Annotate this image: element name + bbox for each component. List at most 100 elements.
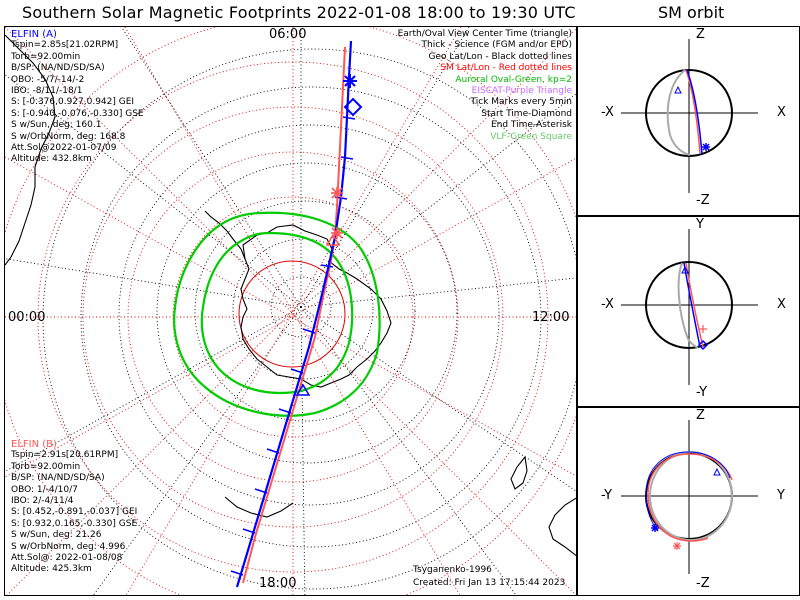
australia-coastline <box>548 497 576 557</box>
elfin-a-name: ELFIN (A) <box>11 29 57 40</box>
sm-orbit-panel-yz: Z -Z -Y Y <box>577 407 800 596</box>
elfin-b-line: S: [0.452,-0.891,-0.037] GEI <box>11 507 138 518</box>
view-center-triangle <box>674 85 682 94</box>
geo-lat-circle <box>232 238 374 380</box>
geo-lon-line <box>5 258 302 308</box>
elfin-b-end-asterisk <box>331 187 343 199</box>
legend-item: VLF-Green Square <box>490 131 572 142</box>
elfin-a-line: S: [-0.376,0.927,0.942] GEI <box>11 97 135 108</box>
elfin-a-line: S w/Sun, deg: 160.1 <box>11 120 102 131</box>
geo-lon-line <box>5 306 302 472</box>
geo-lon-line <box>300 93 576 308</box>
sm-orbit-panel-xz: Z -Z -X X <box>577 26 800 216</box>
elfin-b-orbit <box>685 69 701 154</box>
elfin-a-line: OBO: -5/7/-14/-2 <box>11 74 85 85</box>
elfin-a-tickmarks <box>230 116 356 576</box>
antarctic-peninsula <box>204 210 246 260</box>
geo-lat-circle <box>118 124 500 506</box>
elfin-a-line: Tspin=2.85s[21.02RPM] <box>11 40 119 51</box>
clock-label-00: 00:00 <box>8 310 46 325</box>
polar-map-svg <box>5 27 576 595</box>
elfin-a-line: B/SP: (NA/ND/SD/SA) <box>11 63 105 74</box>
axis-label-top: Z <box>696 408 705 423</box>
geo-lon-line <box>300 306 517 595</box>
axis-label-bottom: -Z <box>696 576 710 591</box>
legend-item: Auroral Oval-Green, kp=2 <box>455 74 572 85</box>
elfin-b-line: Tspin=2.91s[20.61RPM] <box>11 450 119 461</box>
elfin-b-view-center-triangle <box>325 233 341 246</box>
model-label: Tsyganenko-1996 <box>413 565 492 575</box>
elfin-b-track <box>242 46 346 584</box>
geo-lon-line <box>300 306 576 492</box>
sm-orbit-path-gray <box>666 69 691 156</box>
axis-label-top: Y <box>696 217 704 232</box>
sm-lat-circle <box>172 196 414 438</box>
elfin-a-orbit <box>683 262 701 348</box>
elfin-b-info: ELFIN (B) Tspin=2.91s[20.61RPM] Torb=92.… <box>11 439 137 576</box>
elfin-b-orbit <box>647 453 733 542</box>
geo-lat-circle <box>42 48 576 590</box>
elfin-b-line: OBO: 1/-4/10/7 <box>11 484 78 495</box>
clock-label-12: 12:00 <box>532 310 570 325</box>
elfin-a-orbit <box>686 69 703 155</box>
sm-panel-svg <box>621 39 758 193</box>
sm-grid <box>5 27 576 595</box>
axis-label-left: -X <box>601 105 614 120</box>
elfin-b-line: S w/Sun, deg: 21.26 <box>11 530 102 541</box>
clock-label-06: 06:00 <box>269 27 307 42</box>
elfin-b-orbit <box>685 262 704 348</box>
polar-footprint-map: 06:00 00:00 12:00 18:00 ELFIN (A) Tspin=… <box>4 26 577 596</box>
axis-label-top: Z <box>696 27 705 42</box>
geo-lat-circle <box>194 200 416 422</box>
elfin-a-info: ELFIN (A) Tspin=2.85s[21.02RPM] Torb=92.… <box>11 29 144 166</box>
earth-circle <box>645 261 733 349</box>
elfin-b-line: S: [0.932,0.165,-0.330] GSE <box>11 518 138 529</box>
view-center-triangle <box>681 265 689 274</box>
legend-item: Earth/Oval View Center Time (triangle) <box>397 29 572 39</box>
elfin-a-line: Torb=92.00min <box>11 51 81 62</box>
geo-lon-line <box>93 306 302 595</box>
axis-label-right: X <box>777 105 786 120</box>
view-center-triangle <box>713 467 721 476</box>
elfin-a-track <box>235 40 353 588</box>
sm-panel-svg <box>621 420 758 574</box>
plot-title: Southern Solar Magnetic Footprints 2022-… <box>22 3 576 22</box>
elfin-b-line: IBO: 2/-4/11/4 <box>11 496 74 507</box>
axis-label-right: X <box>777 297 786 312</box>
sm-inner-circle <box>238 260 346 368</box>
elfin-a-orbit <box>645 451 731 531</box>
end-asterisk <box>673 542 681 550</box>
south-america-coastline <box>5 34 56 266</box>
sm-panel-svg <box>621 229 758 385</box>
clock-label-18: 18:00 <box>259 576 297 591</box>
end-asterisk <box>699 325 707 333</box>
geo-lon-line <box>300 306 306 595</box>
elfin-a-view-center-triangle <box>295 383 311 396</box>
created-label: Created: Fri Jan 13 17:15:44 2023 <box>413 578 566 588</box>
geo-lon-line <box>300 277 576 308</box>
elfin-b-start-asterisk <box>331 227 343 239</box>
elfin-a-start-diamond <box>343 97 363 117</box>
legend-item: Thick - Science (FGM and/or EPD) <box>421 40 572 51</box>
elfin-a-line: IBO: -8/11/-18/1 <box>11 86 83 97</box>
elfin-b-line: Att.Sol@: 2022-01-08/08 <box>11 553 123 564</box>
sm-orbit-path-gray <box>677 262 699 349</box>
axis-label-right: Y <box>777 488 785 503</box>
legend-item: Start Time-Diamond <box>481 108 572 119</box>
legend-item: Geo Lat/Lon - Black dotted lines <box>428 51 572 62</box>
elfin-a-line: S: [-0.940,-0.076,-0.330] GSE <box>11 108 144 119</box>
new-zealand-coastline <box>510 455 528 490</box>
map-legend: Earth/Oval View Center Time (triangle) T… <box>398 29 572 143</box>
legend-item: SM Lat/Lon - Red dotted lines <box>440 63 572 74</box>
legend-item: Tick Marks every 5min <box>470 97 572 108</box>
earth-circle <box>645 69 733 157</box>
legend-item: End Time-Asterisk <box>490 120 572 131</box>
axis-label-left: -Y <box>601 488 613 503</box>
elfin-b-line: B/SP: (NA/ND/SD/SA) <box>11 473 105 484</box>
elfin-a-line: Att.Sol@2022-01-07/09 <box>11 143 117 154</box>
start-diamond <box>697 339 709 351</box>
end-asterisk <box>702 143 710 151</box>
geo-lat-circle <box>80 86 542 548</box>
legend-item: EISCAT-Purple Triangle <box>471 86 572 97</box>
axis-label-left: -X <box>601 297 614 312</box>
